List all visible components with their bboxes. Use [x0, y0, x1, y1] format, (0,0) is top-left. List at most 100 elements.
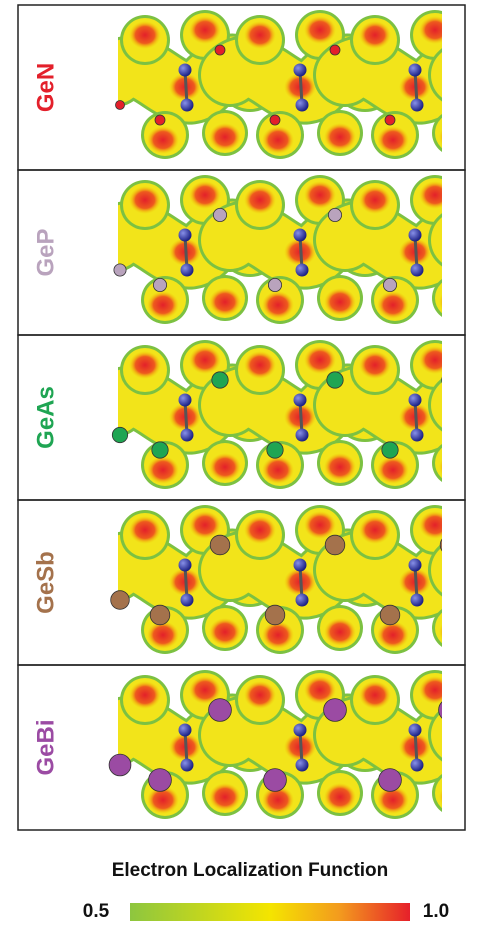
localization: [129, 351, 161, 379]
structure: [115, 505, 482, 654]
localization: [377, 621, 409, 649]
ge-atom: [411, 429, 424, 442]
lobe: [465, 180, 482, 230]
ge-atom: [294, 394, 307, 407]
localization: [189, 346, 221, 374]
anion-atom: [324, 699, 347, 722]
anion-atom: [264, 769, 287, 792]
panel-label: GeAs: [32, 386, 59, 449]
isosurface: [460, 66, 482, 93]
localization: [147, 291, 179, 319]
anion-atom: [442, 372, 458, 388]
isosurface: [460, 396, 482, 423]
ge-atom: [409, 724, 422, 737]
anion-atom: [212, 372, 228, 388]
localization: [209, 783, 241, 811]
ge-atom: [411, 99, 424, 112]
localization: [147, 126, 179, 154]
structure: [115, 340, 482, 489]
ge-atom: [179, 64, 192, 77]
ge-atom: [181, 429, 194, 442]
localization: [129, 516, 161, 544]
anion-atom: [327, 372, 343, 388]
localization: [419, 676, 451, 704]
anion-atom: [265, 605, 285, 625]
localization: [324, 288, 356, 316]
localization: [304, 511, 336, 539]
localization: [359, 516, 391, 544]
ge-atom: [179, 229, 192, 242]
localization: [359, 681, 391, 709]
localization: [262, 126, 294, 154]
localization: [129, 186, 161, 214]
anion-atom: [215, 45, 225, 55]
localization: [209, 288, 241, 316]
localization: [304, 346, 336, 374]
ge-atom: [409, 394, 422, 407]
localization: [359, 186, 391, 214]
localization: [262, 456, 294, 484]
anion-atom: [383, 278, 396, 291]
ge-atom: [179, 724, 192, 737]
localization: [439, 783, 471, 811]
localization: [189, 16, 221, 44]
localization: [209, 453, 241, 481]
localization: [147, 456, 179, 484]
anion-atom: [443, 208, 456, 221]
ge-atom: [294, 559, 307, 572]
localization: [359, 351, 391, 379]
ge-atom: [181, 594, 194, 607]
colorbar-min: 0.5: [83, 901, 110, 922]
ge-atom: [296, 594, 309, 607]
anion-atom: [112, 427, 127, 442]
anion-atom: [114, 264, 126, 276]
panel: GeN: [18, 5, 482, 170]
localization: [474, 21, 482, 49]
lobe: [468, 678, 482, 722]
isosurface: [460, 726, 482, 753]
anion-atom: [155, 115, 165, 125]
anion-atom: [328, 208, 341, 221]
lobe: [468, 348, 482, 392]
localization: [244, 681, 276, 709]
ge-atom: [179, 559, 192, 572]
localization: [324, 783, 356, 811]
localization: [377, 291, 409, 319]
lobe: [465, 510, 482, 560]
localization: [304, 16, 336, 44]
colorbar-max: 1.0: [423, 901, 449, 922]
panel-label: GeSb: [32, 551, 59, 614]
localization: [209, 123, 241, 151]
anion-atom: [439, 699, 462, 722]
localization: [304, 181, 336, 209]
lobe: [468, 513, 482, 557]
ge-atom: [181, 759, 194, 772]
isosurface: [460, 561, 482, 588]
anion-atom: [270, 115, 280, 125]
figure: GeNGePGeAsGeSbGeBi Electron Localization…: [0, 0, 482, 928]
localization: [439, 453, 471, 481]
localization: [439, 618, 471, 646]
isosurface: [460, 726, 482, 753]
anion-atom: [440, 535, 460, 555]
isosurface: [460, 396, 482, 423]
ge-atom: [411, 759, 424, 772]
anion-atom: [209, 699, 232, 722]
localization: [474, 516, 482, 544]
ge-atom: [409, 64, 422, 77]
localization: [244, 516, 276, 544]
localization: [474, 351, 482, 379]
ge-atom: [296, 429, 309, 442]
localization: [189, 181, 221, 209]
lobe: [468, 183, 482, 227]
localization: [129, 681, 161, 709]
localization: [377, 456, 409, 484]
anion-atom: [379, 769, 402, 792]
ge-atom: [411, 264, 424, 277]
lobe: [465, 345, 482, 395]
ge-atom: [409, 559, 422, 572]
panel: GeP: [18, 170, 482, 335]
anion-atom: [109, 754, 131, 776]
ge-atom: [294, 724, 307, 737]
